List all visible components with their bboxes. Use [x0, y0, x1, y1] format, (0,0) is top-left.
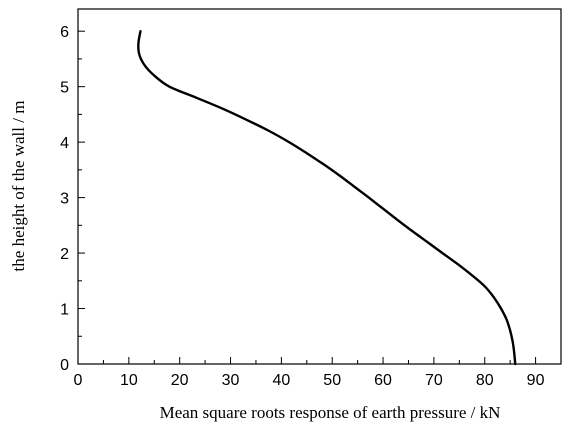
- x-tick-label: 70: [425, 372, 443, 389]
- x-tick-label: 60: [374, 372, 392, 389]
- x-tick-label: 20: [171, 372, 189, 389]
- y-tick-label: 5: [60, 80, 69, 97]
- x-tick-label: 30: [222, 372, 240, 389]
- series-line: [137, 30, 517, 366]
- y-tick-label: 3: [60, 191, 69, 208]
- x-axis-ticks: 0 10 20 30 40 50 60 70 80 90: [74, 357, 545, 389]
- y-tick-label: 0: [60, 357, 69, 374]
- y-tick-label: 4: [60, 135, 69, 152]
- x-axis-title: Mean square roots response of earth pres…: [160, 403, 501, 422]
- y-axis-ticks: 0 1 2 3 4 5 6: [60, 24, 85, 374]
- y-axis-title: the height of the wall / m: [9, 101, 28, 272]
- x-tick-label: 50: [323, 372, 341, 389]
- x-tick-label: 80: [476, 372, 494, 389]
- y-tick-label: 1: [60, 302, 69, 319]
- x-tick-label: 40: [272, 372, 290, 389]
- x-tick-label: 90: [527, 372, 545, 389]
- x-tick-label: 10: [120, 372, 138, 389]
- y-tick-label: 6: [60, 24, 69, 41]
- x-tick-label: 0: [74, 372, 83, 389]
- plot-frame: [77, 8, 562, 365]
- y-tick-label: 2: [60, 246, 69, 263]
